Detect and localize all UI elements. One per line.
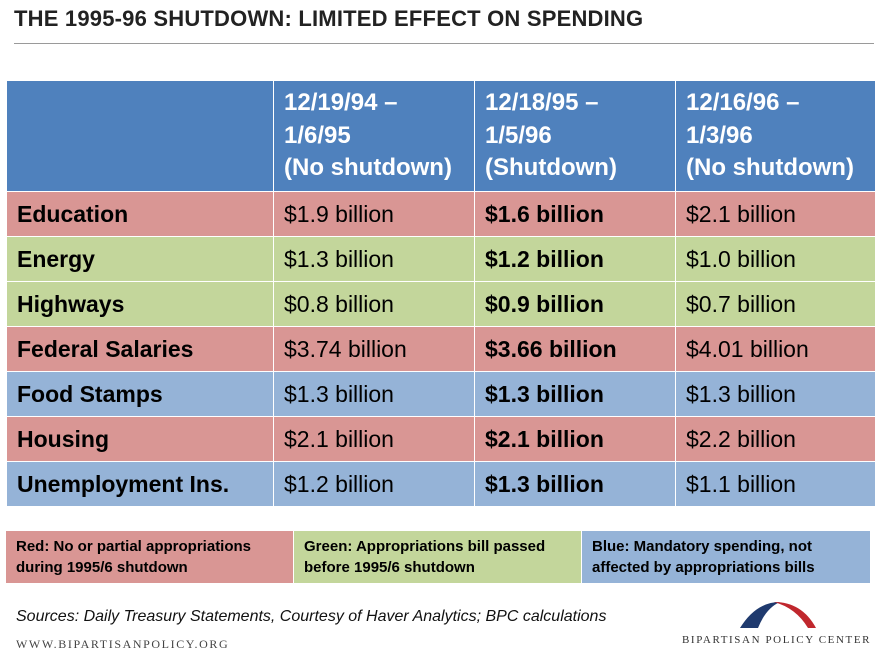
value-cell-shutdown: $1.3 billion	[474, 371, 676, 417]
table-row: Housing $2.1 billion $2.1 billion $2.2 b…	[6, 416, 876, 462]
logo-red-arc	[774, 602, 816, 628]
header-corner	[6, 80, 274, 192]
value-cell: $1.3 billion	[273, 236, 475, 282]
header-period-1-status: (No shutdown)	[284, 154, 452, 182]
value-cell: $1.0 billion	[675, 236, 876, 282]
category-cell: Unemployment Ins.	[6, 461, 274, 507]
header-period-2-dates-start: 12/18/95 –	[485, 89, 599, 117]
category-cell: Food Stamps	[6, 371, 274, 417]
header-period-2-status: (Shutdown)	[485, 154, 617, 182]
value-cell: $0.8 billion	[273, 281, 475, 327]
category-cell: Highways	[6, 281, 274, 327]
category-cell: Energy	[6, 236, 274, 282]
legend-red: Red: No or partial appropriations during…	[6, 531, 293, 583]
value-cell: $1.1 billion	[675, 461, 876, 507]
category-cell: Federal Salaries	[6, 326, 274, 372]
value-cell: $0.7 billion	[675, 281, 876, 327]
bpc-arc-logo-icon	[740, 602, 816, 628]
header-period-2: 12/18/95 – 1/5/96 (Shutdown)	[474, 80, 676, 192]
table-row: Unemployment Ins. $1.2 billion $1.3 bill…	[6, 461, 876, 507]
table-row: Energy $1.3 billion $1.2 billion $1.0 bi…	[6, 236, 876, 282]
value-cell: $2.2 billion	[675, 416, 876, 462]
sources-note: Sources: Daily Treasury Statements, Cour…	[16, 608, 607, 625]
header-period-2-dates-end: 1/5/96	[485, 121, 552, 149]
value-cell-shutdown: $0.9 billion	[474, 281, 676, 327]
header-period-3: 12/16/96 – 1/3/96 (No shutdown)	[675, 80, 876, 192]
table-header-row: 12/19/94 – 1/6/95 (No shutdown) 12/18/95…	[6, 80, 876, 192]
legend-green: Green: Appropriations bill passed before…	[294, 531, 581, 583]
table-row: Education $1.9 billion $1.6 billion $2.1…	[6, 191, 876, 237]
value-cell-shutdown: $2.1 billion	[474, 416, 676, 462]
header-period-3-status: (No shutdown)	[686, 154, 854, 182]
value-cell: $1.2 billion	[273, 461, 475, 507]
table-row: Food Stamps $1.3 billion $1.3 billion $1…	[6, 371, 876, 417]
value-cell: $2.1 billion	[675, 191, 876, 237]
header-period-1: 12/19/94 – 1/6/95 (No shutdown)	[273, 80, 475, 192]
value-cell: $4.01 billion	[675, 326, 876, 372]
header-period-1-dates-start: 12/19/94 –	[284, 89, 398, 117]
value-cell: $1.3 billion	[273, 371, 475, 417]
spending-table: 12/19/94 – 1/6/95 (No shutdown) 12/18/95…	[6, 80, 876, 507]
header-period-3-dates-start: 12/16/96 –	[686, 89, 800, 117]
value-cell: $2.1 billion	[273, 416, 475, 462]
legend-blue: Blue: Mandatory spending, not affected b…	[582, 531, 870, 583]
table-row: Highways $0.8 billion $0.9 billion $0.7 …	[6, 281, 876, 327]
website-url: WWW.BIPARTISANPOLICY.ORG	[16, 637, 230, 651]
value-cell-shutdown: $3.66 billion	[474, 326, 676, 372]
header-period-3-dates-end: 1/3/96	[686, 121, 753, 149]
value-cell: $1.9 billion	[273, 191, 475, 237]
title-divider	[14, 43, 874, 44]
value-cell-shutdown: $1.6 billion	[474, 191, 676, 237]
logo-text: BIPARTISAN POLICY CENTER	[682, 634, 872, 646]
header-period-1-dates-end: 1/6/95	[284, 121, 351, 149]
value-cell: $1.3 billion	[675, 371, 876, 417]
category-cell: Education	[6, 191, 274, 237]
value-cell: $3.74 billion	[273, 326, 475, 372]
category-cell: Housing	[6, 416, 274, 462]
logo-blue-arc	[740, 602, 780, 628]
page-title: THE 1995-96 SHUTDOWN: LIMITED EFFECT ON …	[14, 6, 644, 31]
value-cell-shutdown: $1.2 billion	[474, 236, 676, 282]
value-cell-shutdown: $1.3 billion	[474, 461, 676, 507]
table-row: Federal Salaries $3.74 billion $3.66 bil…	[6, 326, 876, 372]
